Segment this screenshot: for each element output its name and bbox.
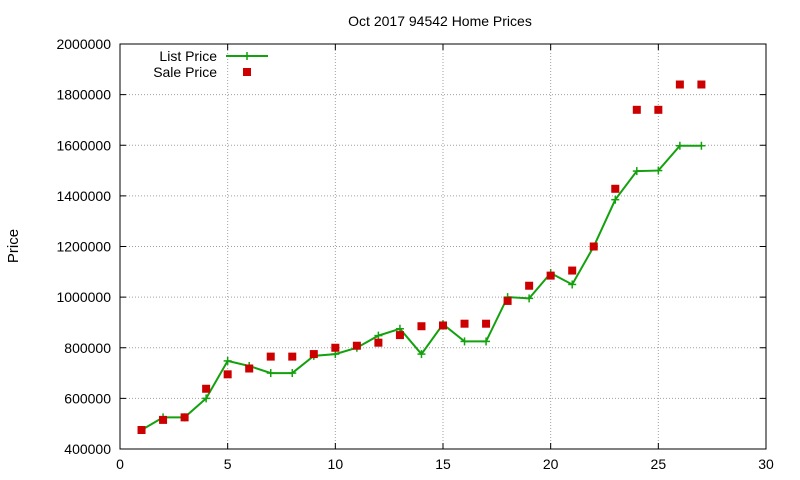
list-price-point [266, 369, 275, 378]
y-tick-label: 1200000 [56, 239, 111, 255]
list-price-point [482, 337, 491, 346]
list-price-point [697, 141, 706, 150]
series-layer [137, 80, 706, 435]
chart-title: Oct 2017 94542 Home Prices [348, 13, 532, 29]
sale-price-point [460, 319, 469, 328]
sale-price-point [525, 281, 534, 290]
sale-price-point [654, 105, 663, 114]
list-price-point [202, 394, 211, 403]
sale-price-point [180, 413, 189, 422]
x-tick-label: 5 [224, 456, 232, 472]
x-tick-label: 10 [328, 456, 344, 472]
list-price-point [374, 331, 383, 340]
list-price-point [525, 294, 534, 303]
x-tick-label: 20 [543, 456, 559, 472]
legend-marker [243, 52, 251, 60]
sale-price-point [331, 343, 340, 352]
sale-price-point [417, 322, 426, 331]
grid [120, 44, 766, 449]
sale-price-point [245, 364, 254, 373]
ticks: 0 5 10 15 20 25 30 400000 600000 800000 1000000 120… [56, 36, 774, 472]
sale-price-point [568, 266, 577, 275]
sale-price-point [159, 415, 168, 424]
y-tick-label: 2000000 [56, 36, 111, 52]
list-price-point [632, 167, 641, 176]
list-price-point [460, 337, 469, 346]
y-axis-label: Price [5, 229, 22, 263]
y-tick-label: 400000 [64, 441, 111, 457]
list-price-point [654, 166, 663, 175]
y-tick-label: 1600000 [56, 137, 111, 153]
sale-price-point [439, 321, 447, 330]
sale-price-point [288, 352, 297, 361]
sale-price-point [503, 296, 512, 305]
x-tick-label: 15 [435, 456, 451, 472]
list-price-point [611, 195, 620, 204]
y-tick-label: 800000 [64, 340, 111, 356]
sale-price-point [546, 271, 555, 280]
y-tick-label: 600000 [64, 390, 111, 406]
list-price-point [223, 356, 232, 365]
sale-price-point [675, 80, 684, 89]
sale-price-point [589, 242, 598, 251]
sale-price-point [223, 370, 232, 379]
sale-price-point [352, 341, 361, 350]
sale-price-point [482, 319, 491, 328]
y-tick-label: 1800000 [56, 87, 111, 103]
x-tick-label: 25 [651, 456, 667, 472]
sale-price-point [266, 352, 275, 361]
legend-marker [243, 68, 251, 76]
legend-label: Sale Price [153, 64, 217, 80]
list-price-point [568, 280, 577, 289]
sale-price-point [137, 426, 146, 435]
sale-price-point [374, 338, 383, 347]
legend-label: List Price [159, 48, 217, 64]
y-tick-label: 1000000 [56, 289, 111, 305]
sale-price-point [632, 105, 641, 114]
x-tick-label: 30 [758, 456, 774, 472]
list-price-point [675, 141, 684, 150]
list-price-point [288, 369, 297, 378]
list-price-point [417, 350, 426, 359]
sale-price-point [611, 184, 620, 193]
y-tick-label: 1400000 [56, 188, 111, 204]
sale-price-point [202, 384, 211, 393]
sale-price-point [395, 331, 404, 340]
x-tick-label: 0 [116, 456, 124, 472]
sale-price-point [309, 350, 318, 359]
sale-price-point [697, 80, 706, 89]
